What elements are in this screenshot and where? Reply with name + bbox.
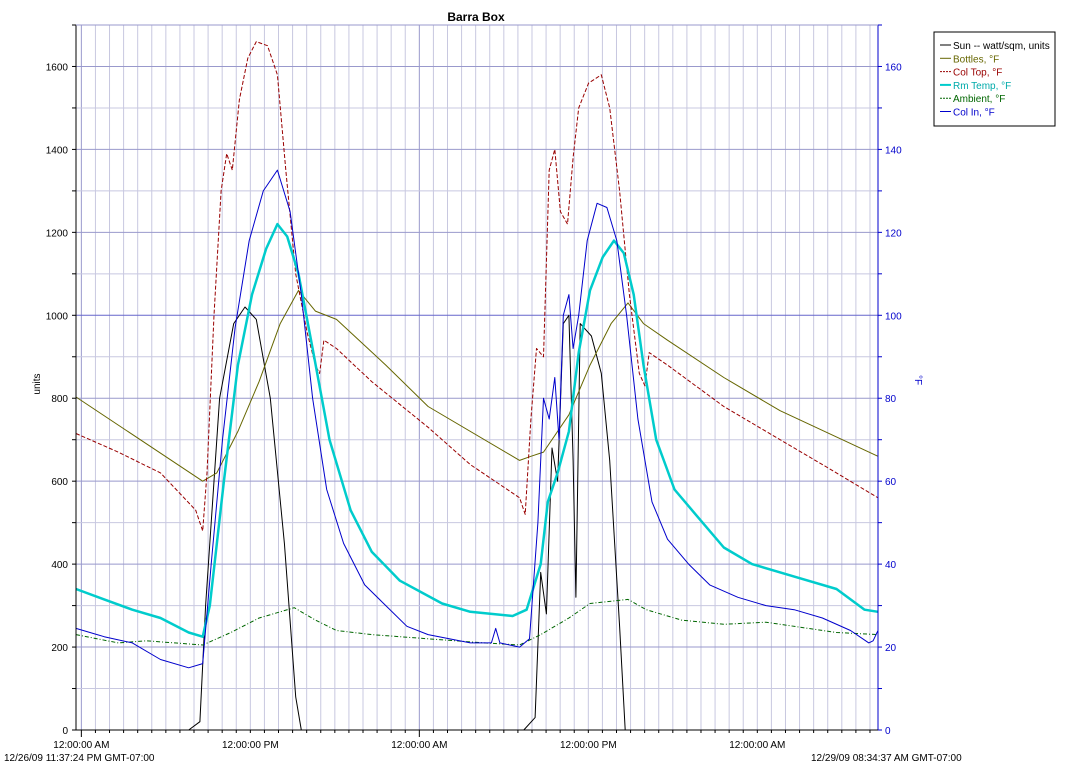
x-axis-ticks: 12:00:00 AM 12:00:00 PM 12:00:00 AM 12:00:0…: [53, 730, 871, 751]
end-time-label: 12/29/09 08:34:37 AM GMT-07:00: [811, 753, 962, 764]
chart-title: Barra Box: [447, 10, 505, 24]
series-line-1: [76, 306, 878, 731]
legend: Sun -- watt/sqm, units Bottles, °F Col Top…: [933, 31, 1056, 127]
series-layer: [75, 41, 879, 731]
left-tick-label: 600: [51, 477, 68, 488]
legend-box: [933, 31, 1056, 127]
right-axis-label: °F: [912, 375, 923, 385]
x-tick-label: 12:00:00 AM: [729, 740, 785, 751]
legend-label: Rm Temp, °F: [953, 81, 1011, 92]
right-tick-label: 100: [885, 311, 902, 322]
left-axis-label: units: [32, 373, 43, 394]
series-line-3: [75, 41, 879, 532]
start-time-label: 12/26/09 11:37:24 PM GMT-07:00: [4, 753, 155, 764]
x-tick-label: 12:00:00 AM: [391, 740, 447, 751]
left-tick-label: 200: [51, 643, 68, 654]
left-tick-label: 1000: [46, 311, 69, 322]
left-tick-label: 400: [51, 560, 68, 571]
right-axis-ticks: 0 20 40 60 80 100 120 140 160: [878, 24, 902, 737]
axes: [75, 24, 879, 731]
series-line-4: [75, 222, 879, 638]
left-tick-label: 1200: [46, 228, 69, 239]
legend-label: Ambient, °F: [953, 94, 1005, 105]
left-tick-label: 1400: [46, 145, 69, 156]
right-tick-label: 120: [885, 228, 902, 239]
legend-label: Sun -- watt/sqm, units: [953, 41, 1050, 52]
right-tick-label: 40: [885, 560, 897, 571]
legend-label: Col In, °F: [953, 108, 995, 119]
right-tick-label: 0: [885, 726, 891, 737]
x-tick-label: 12:00:00 AM: [53, 740, 109, 751]
vertical-gridlines: [80, 25, 871, 730]
series-line-6: [75, 169, 879, 669]
x-tick-label: 12:00:00 PM: [222, 740, 279, 751]
series-line-2: [75, 289, 879, 482]
right-tick-label: 140: [885, 145, 902, 156]
right-tick-label: 60: [885, 477, 897, 488]
right-tick-label: 20: [885, 643, 897, 654]
right-tick-label: 80: [885, 394, 897, 405]
left-tick-label: 800: [51, 394, 68, 405]
right-tick-label: 160: [885, 62, 902, 73]
left-tick-label: 1600: [46, 62, 69, 73]
legend-label: Col Top, °F: [953, 68, 1002, 79]
legend-label: Bottles, °F: [953, 54, 999, 65]
left-tick-label: 0: [62, 726, 68, 737]
left-axis-ticks: 0 200 400 600 800 1000 1200 1400 1600: [46, 24, 76, 737]
x-tick-label: 12:00:00 PM: [560, 740, 617, 751]
